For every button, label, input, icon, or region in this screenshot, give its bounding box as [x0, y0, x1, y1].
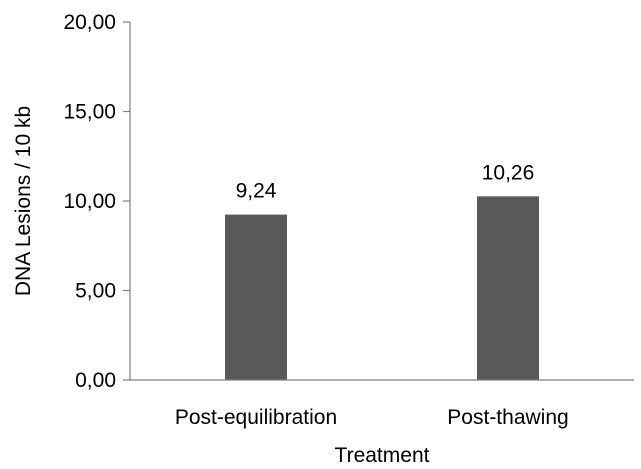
y-tick-label: 15,00 [63, 101, 116, 124]
bar-value-label: 10,26 [482, 161, 535, 184]
data-labels: 9,24 10,26 [236, 161, 535, 202]
y-axis-title: DNA Lesions / 10 kb [12, 106, 35, 296]
category-labels: Post-equilibration Post-thawing [175, 406, 569, 429]
x-category-label: Post-equilibration [175, 406, 337, 429]
bar [477, 196, 539, 380]
y-tick-label: 5,00 [75, 280, 116, 303]
bar [225, 214, 287, 380]
y-axis-ticks: 0,00 5,00 10,00 15,00 20,00 [63, 11, 130, 392]
bars [225, 196, 539, 380]
y-tick-label: 0,00 [75, 369, 116, 392]
y-tick-label: 10,00 [63, 190, 116, 213]
bar-value-label: 9,24 [236, 180, 277, 203]
x-axis-title: Treatment [335, 444, 430, 467]
x-category-label: Post-thawing [447, 406, 568, 429]
y-tick-label: 20,00 [63, 11, 116, 34]
